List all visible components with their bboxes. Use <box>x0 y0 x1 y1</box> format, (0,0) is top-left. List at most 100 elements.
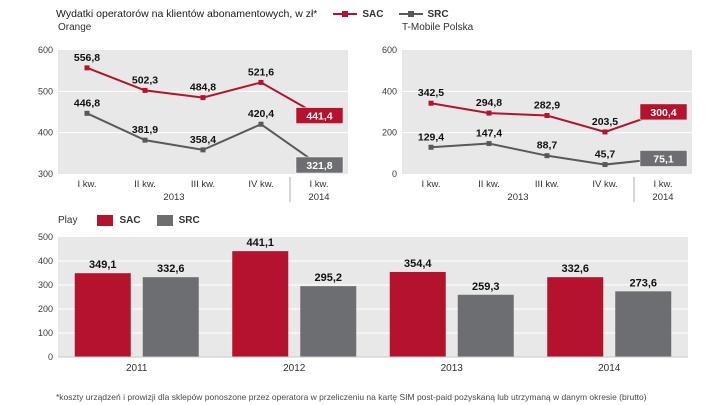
y-tick-label: 200 <box>38 304 53 314</box>
data-point-src <box>486 141 492 147</box>
value-label: 521,6 <box>248 66 274 78</box>
play-chart-title: Play <box>58 215 78 226</box>
value-label: 358,4 <box>190 134 216 146</box>
highlight-box-src <box>639 150 688 167</box>
data-point-src <box>84 110 90 116</box>
y-tick-label: 300 <box>38 169 53 179</box>
bar-sac <box>74 273 131 357</box>
y-tick-label: 100 <box>38 328 53 338</box>
value-label: 45,7 <box>595 149 616 161</box>
x-tick-label: 2013 <box>441 363 464 374</box>
highlight-box-sac <box>639 103 688 121</box>
x-tick-label: I kw. <box>77 179 96 190</box>
legend-src-label: SRC <box>427 8 449 20</box>
value-label: 88,7 <box>537 140 558 152</box>
data-point-src <box>142 137 148 143</box>
value-label: 354,4 <box>404 258 432 270</box>
y-tick-label: 600 <box>38 45 53 55</box>
value-label: 259,3 <box>472 281 500 293</box>
y-tick-label: 500 <box>38 86 53 96</box>
value-label: 420,4 <box>248 108 274 120</box>
x-tick-label: III kw. <box>191 179 215 190</box>
highlight-value-label: 441,4 <box>306 111 332 123</box>
bar-src <box>142 277 199 357</box>
y-tick-label: 0 <box>392 169 397 179</box>
y-tick-label: 500 <box>38 232 53 242</box>
value-label: 295,2 <box>314 272 342 284</box>
highlight-box-sac <box>295 107 344 124</box>
x-tick-label: I kw. <box>309 179 328 190</box>
highlight-value-label: 321,8 <box>306 160 332 172</box>
highlight-value-label: 75,1 <box>653 153 674 165</box>
value-label: 446,8 <box>74 97 100 109</box>
data-point-src <box>428 144 434 150</box>
year-label: 2013 <box>507 192 528 203</box>
tmobile-chart-panel: T-Mobile Polska 0 200 400 600 I kw. II kw. III… <box>364 22 704 209</box>
data-point-src <box>258 121 264 127</box>
orange-chart-panel: Orange 300 400 500 600 I kw. II kw. III kw. IV … <box>20 22 360 209</box>
x-tick-label: I kw. <box>653 179 672 190</box>
footnotes: *koszty urządzeń i prowizji dla sklepów … <box>0 384 720 405</box>
tmobile-chart-title: T-Mobile Polska <box>402 22 474 33</box>
data-point-sac <box>428 100 434 106</box>
play-legend-src-label: SRC <box>178 215 200 226</box>
play-legend-sac-label: SAC <box>119 215 141 226</box>
footnote-definition: *koszty urządzeń i prowizji dla sklepów … <box>56 392 647 402</box>
main-legend: SAC SRC <box>333 9 458 20</box>
sac-line-legend-icon <box>333 11 358 17</box>
highlight-box-src <box>295 156 344 174</box>
bar-sac <box>389 271 446 357</box>
data-point-sac <box>84 65 90 71</box>
data-point-sac <box>258 79 264 85</box>
x-tick-label: 2014 <box>598 363 621 374</box>
x-tick-label: II kw. <box>478 179 500 190</box>
data-point-src <box>602 162 608 168</box>
x-tick-label: IV kw. <box>248 179 273 190</box>
y-tick-label: 600 <box>382 45 397 55</box>
x-tick-label: II kw. <box>134 179 156 190</box>
value-label: 273,6 <box>629 277 657 289</box>
bar-chart-section: Play SAC SRC 0 100 200 300 400 500 2011 349,1 33… <box>0 209 720 384</box>
orange-line-chart: 300 400 500 600 I kw. II kw. III kw. IV kw. I kw… <box>38 45 348 203</box>
data-point-src <box>200 147 206 153</box>
value-label: 203,5 <box>592 116 618 128</box>
bar-sac <box>232 251 289 357</box>
y-tick-label: 0 <box>48 352 53 362</box>
data-point-src <box>544 153 550 159</box>
x-tick-label: 2012 <box>283 363 306 374</box>
legend-sac-label: SAC <box>362 8 384 20</box>
x-tick-label: I kw. <box>421 179 440 190</box>
value-label: 332,6 <box>157 263 185 275</box>
value-label: 332,6 <box>561 263 589 275</box>
value-label: 502,3 <box>132 74 158 86</box>
data-point-sac <box>544 113 550 119</box>
line-charts-row: Orange 300 400 500 600 I kw. II kw. III kw. IV … <box>0 22 720 209</box>
x-tick-label: 2011 <box>126 363 148 374</box>
y-tick-label: 400 <box>38 128 53 138</box>
y-tick-label: 300 <box>38 280 53 290</box>
value-label: 381,9 <box>132 124 158 136</box>
value-label: 342,5 <box>418 87 444 99</box>
bar-src <box>615 291 672 357</box>
value-label: 294,8 <box>476 97 502 109</box>
y-tick-label: 400 <box>382 86 397 96</box>
orange-chart-title: Orange <box>58 22 92 33</box>
x-tick-label: III kw. <box>535 179 559 190</box>
play-legend: Play SAC SRC <box>58 215 700 226</box>
header: Wydatki operatorów na klientów abonament… <box>0 0 720 22</box>
data-point-sac <box>602 129 608 135</box>
year-label: 2014 <box>308 192 329 203</box>
sac-swatch-icon <box>97 215 114 226</box>
year-label: 2013 <box>163 192 184 203</box>
value-label: 147,4 <box>476 128 502 140</box>
data-point-sac <box>142 87 148 93</box>
value-label: 556,8 <box>74 52 100 64</box>
value-label: 349,1 <box>89 259 117 271</box>
data-point-sac <box>486 110 492 116</box>
value-label: 282,9 <box>534 100 560 112</box>
data-point-sac <box>200 95 206 101</box>
value-label: 484,8 <box>190 82 216 94</box>
y-tick-label: 400 <box>38 256 53 266</box>
year-label: 2014 <box>652 192 673 203</box>
